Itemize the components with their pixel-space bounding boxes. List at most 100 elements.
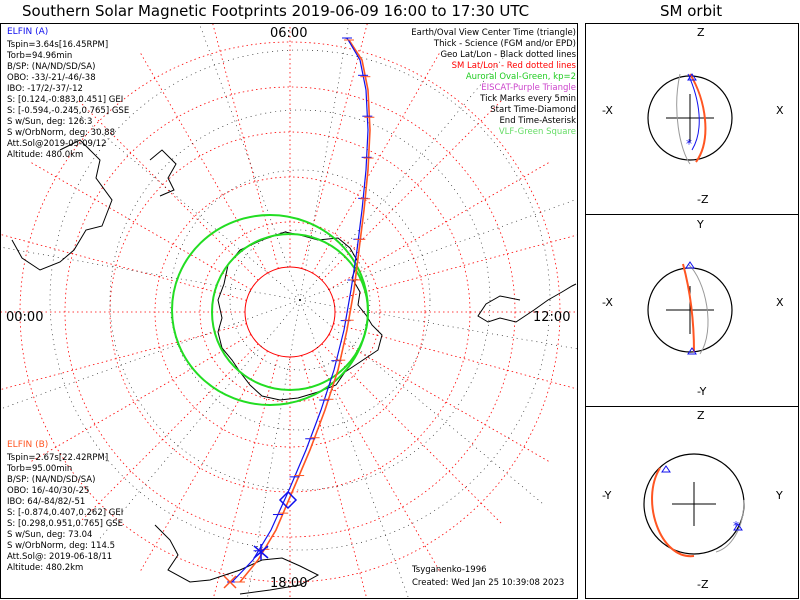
legend-entry: Auroral Oval-Green, kp=2	[465, 72, 576, 82]
elfin-a-info-line: Torb=94.96min	[7, 51, 73, 61]
legend-entry: Geo Lat/Lon - Black dotted lines	[440, 50, 576, 60]
legend-entry: VLF-Green Square	[498, 127, 576, 137]
sm-longitude-spoke	[321, 343, 503, 525]
legend: Earth/Oval View Center Time (triangle) Th…	[411, 28, 576, 138]
elfin-b-info-line: IBO: 64/-84/82/-51	[7, 497, 86, 507]
sm-longitude-spoke	[328, 161, 551, 290]
geo-latitude-line	[49, 49, 551, 551]
elfin-b-info-line: Tspin=2.67s[22.42RPM]	[7, 453, 109, 463]
elfin-b-name: ELFIN (B)	[7, 440, 49, 450]
elfin-b-info-line: Torb=95.00min	[7, 464, 73, 474]
elfin-a-info-line: S: [0.124,-0.883,0.451] GEI	[7, 95, 124, 105]
geo-longitude-line	[1, 299, 301, 410]
australia-coastline	[11, 139, 113, 271]
elfin-b-info-line: B/SP: (NA/ND/SD/SA)	[7, 475, 96, 485]
geo-latitude-line	[109, 109, 491, 491]
elfin-b-info-line: S: [0.298,0.951,0.765] GSE	[7, 519, 124, 529]
figure-title: Southern Solar Magnetic Footprints 2019-…	[22, 2, 530, 20]
geo-longitude-line	[299, 24, 349, 301]
geo-longitude-line	[299, 299, 409, 598]
orbit2-axis-bottom: -Y	[697, 385, 707, 398]
elfin-a-info: Tspin=3.64s[16.45RPM] Torb=94.96min B/SP: …	[7, 40, 129, 161]
geo-longitude-line	[299, 299, 577, 350]
geo-lat-lon-lines	[1, 24, 577, 598]
geo-longitude-line	[1, 246, 301, 301]
map-frame	[0, 23, 578, 599]
orbit2-axis-left: -X	[602, 296, 613, 309]
legend-entry: End Time-Asterisk	[499, 116, 576, 126]
elfin-b-end-asterisk	[223, 575, 237, 589]
clock-label-right: 12:00	[533, 310, 571, 325]
elfin-a-info-line: S: [-0.594,-0.245,0.765] GSE	[7, 106, 130, 116]
orbit3-axis-bottom: -Z	[697, 578, 709, 591]
elfin-a-info-line: Tspin=3.64s[16.45RPM]	[7, 40, 109, 50]
geo-longitude-line	[247, 299, 301, 598]
orbit1-axis-top: Z	[697, 26, 705, 39]
legend-entry: EISCAT-Purple Triangle	[481, 83, 576, 93]
auroral-oval-inner	[211, 233, 369, 391]
elfin-a-start-diamond	[278, 490, 298, 510]
legend-entry: Tick Marks every 5min	[480, 94, 576, 104]
sm-longitude-spoke	[312, 51, 441, 274]
geo-latitude-line	[229, 229, 371, 371]
elfin-b-info-line: S w/Sun, deg: 73.04	[7, 530, 93, 540]
geo-latitude-line	[169, 169, 431, 431]
auroral-oval-outer	[171, 214, 369, 406]
credit-created: Created: Wed Jan 25 10:39:08 2023	[412, 578, 565, 588]
orbit3-axis-right: Y	[776, 489, 783, 502]
elfin-b-time-ticks	[235, 39, 375, 583]
elfin-a-end-asterisk	[253, 544, 269, 560]
elfin-a-info-line: S w/OrbNorm, deg: 30.88	[7, 128, 116, 138]
sm-longitude-spokes	[1, 24, 577, 598]
geo-longitude-line	[199, 24, 301, 301]
sm-longitude-spoke	[333, 234, 577, 301]
orbit-panel-yz: *	[643, 453, 745, 558]
elfin-a-info-line: OBO: -33/-21/-46/-38	[7, 73, 96, 83]
orbit1-axis-bottom: -Z	[697, 193, 709, 206]
elfin-a-info-line: Altitude: 480.0km	[7, 150, 84, 160]
clock-label-left: 00:00	[6, 310, 44, 325]
clock-label-bottom: 18:00	[270, 576, 308, 591]
sm-longitude-spoke	[1, 323, 247, 390]
elfin-b-footprint-track	[239, 39, 371, 583]
sm-longitude-spoke	[333, 323, 577, 390]
sm-longitude-spoke	[212, 24, 279, 269]
orbit1-axis-right: X	[776, 104, 784, 117]
legend-entry: Thick - Science (FGM and/or EPD)	[433, 39, 576, 49]
clock-label-top: 06:00	[270, 26, 308, 41]
svg-text:*: *	[686, 137, 692, 151]
sm-longitude-spoke	[139, 51, 268, 274]
legend-entry: SM Lat/Lon - Red dotted lines	[451, 61, 576, 71]
orbit1-axis-left: -X	[602, 104, 613, 117]
sm-longitude-spoke	[212, 355, 279, 598]
polar-map	[1, 24, 577, 598]
orbit2-axis-top: Y	[697, 218, 704, 231]
orbit-panel-xy	[647, 261, 733, 355]
geo-longitude-line	[94, 299, 301, 546]
elfin-b-info-line: S: [-0.874,0.407,0.262] GEI	[7, 508, 124, 518]
sm-longitude-spoke	[29, 334, 252, 463]
elfin-a-info-line: Att.Sol@2019-05-09/12	[7, 139, 107, 149]
credit-author: Tsyganenko-1996	[412, 565, 487, 575]
elfin-a-footprint-track	[231, 37, 369, 583]
orbit3-axis-left: -Y	[602, 489, 612, 502]
new-zealand-coastline	[149, 149, 177, 197]
elfin-b-info-line: OBO: 16/-40/30/-25	[7, 486, 90, 496]
elfin-b-info-line: S w/OrbNorm, deg: 114.5	[7, 541, 116, 551]
orbit-title: SM orbit	[660, 2, 723, 20]
sm-longitude-spoke	[321, 99, 503, 281]
elfin-b-info: Tspin=2.67s[22.42RPM] Torb=95.00min B/SP: …	[7, 453, 123, 574]
sm-longitude-spoke	[29, 161, 252, 290]
sm-longitude-spoke	[301, 24, 368, 269]
elfin-a-name: ELFIN (A)	[7, 27, 49, 37]
geo-longitude-line	[299, 54, 506, 301]
legend-entry: Start Time-Diamond	[490, 105, 576, 115]
elfin-b-info-line: Att.Sol@: 2019-06-18/11	[7, 552, 113, 562]
orbit-frame	[585, 23, 799, 599]
geo-longitude-line	[299, 198, 577, 301]
sm-longitude-spoke	[301, 355, 368, 598]
orbit-panel-xz: *	[647, 73, 733, 165]
elfin-a-info-line: IBO: -17/2/-37/-12	[7, 84, 83, 94]
africa-coastline	[154, 524, 320, 595]
